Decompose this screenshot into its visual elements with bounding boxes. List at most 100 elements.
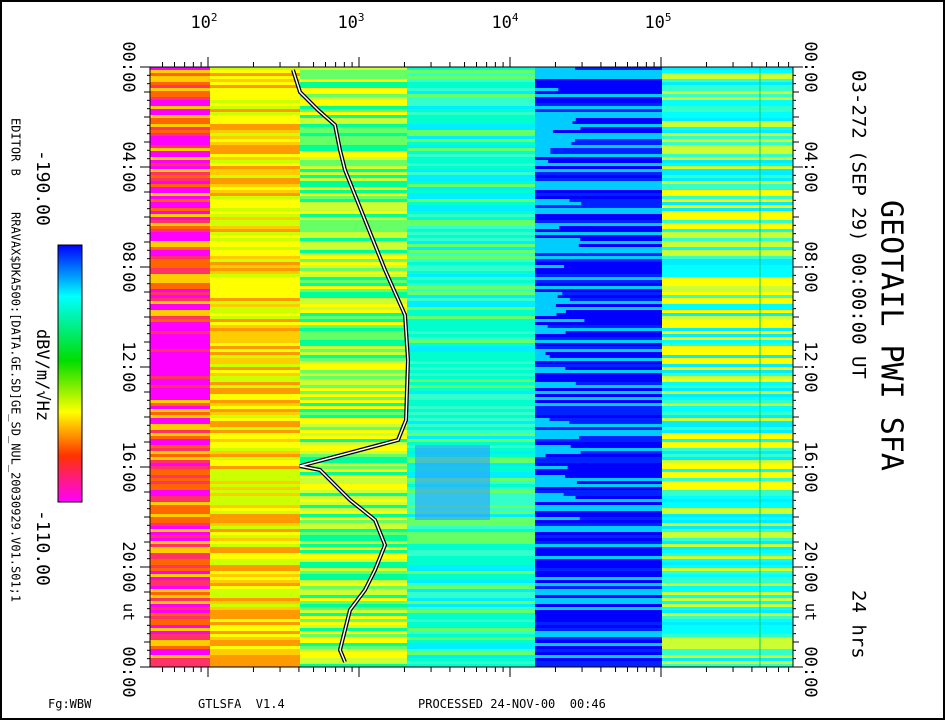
spectrogram-row [407, 184, 535, 187]
spectrogram-row [662, 163, 793, 166]
spectrogram-row [210, 286, 300, 289]
spectrogram-row [662, 448, 793, 451]
spectrogram-row [300, 592, 407, 595]
spectrogram-row [150, 301, 210, 304]
spectrogram-row [150, 232, 210, 235]
spectrogram-row [150, 415, 210, 418]
spectrogram-row [535, 628, 662, 631]
spectrogram-row [662, 196, 793, 199]
spectrogram-row [150, 586, 210, 589]
spectrogram-row [210, 79, 300, 82]
spectrogram-row [150, 382, 210, 385]
spectrogram-row [300, 91, 407, 94]
spectrogram-row [407, 310, 535, 313]
spectrogram-row [407, 625, 535, 628]
spectrogram-row [407, 580, 535, 583]
spectrogram-row [300, 652, 407, 655]
spectrogram-row [662, 388, 793, 391]
spectrogram-row [210, 106, 300, 109]
spectrogram-row [535, 319, 662, 322]
spectrogram-row [662, 631, 793, 634]
spectrogram-row [210, 508, 300, 511]
spectrogram-row [210, 196, 300, 199]
spectrogram-row [662, 139, 793, 142]
spectrogram-row [662, 619, 793, 622]
spectrogram-row [150, 490, 210, 493]
spectrogram-row [535, 559, 662, 562]
spectrogram-row [407, 151, 535, 154]
spectrogram-row [210, 613, 300, 616]
spectrogram-row [407, 403, 535, 406]
spectrogram-row [150, 610, 210, 613]
spectrogram-row [150, 448, 210, 451]
spectrogram-row [662, 109, 793, 112]
spectrogram-row [210, 163, 300, 166]
spectrogram-row [407, 217, 535, 220]
spectrogram-row [535, 190, 662, 193]
time-tick-label: 00:00 [118, 41, 138, 92]
spectrogram-row [300, 358, 407, 361]
spectrogram-row [407, 259, 535, 262]
spectrogram-row [210, 244, 300, 247]
time-tick-label: 00:00 [800, 646, 820, 697]
spectrogram-row [150, 655, 210, 658]
spectrogram-row [300, 331, 407, 334]
spectrogram-row [210, 139, 300, 142]
spectrogram-row [662, 574, 793, 577]
spectrogram-row [210, 301, 300, 304]
spectrogram-row [210, 205, 300, 208]
spectrogram-row [407, 256, 535, 259]
spectrogram-row [300, 70, 407, 73]
spectrogram-row [407, 157, 535, 160]
base: 10 [491, 13, 511, 33]
spectrogram-row [210, 367, 300, 370]
spectrogram-row [407, 589, 535, 592]
spectrogram-row [535, 661, 662, 664]
spectrogram-row [535, 250, 662, 253]
spectrogram-row [150, 109, 210, 112]
spectrogram-row [150, 370, 210, 373]
spectrogram-row [210, 472, 300, 475]
spectrogram-row [210, 316, 300, 319]
spectrogram-row [535, 310, 566, 313]
exponent: 5 [665, 11, 672, 24]
spectrogram-row [150, 325, 210, 328]
spectrogram-row [535, 484, 662, 487]
spectrogram-row [150, 256, 210, 259]
spectrogram-row [535, 421, 570, 424]
spectrogram-row [210, 118, 300, 121]
spectrogram-row [210, 478, 300, 481]
spectrogram-row [150, 529, 210, 532]
spectrogram-row [210, 655, 300, 658]
spectrogram-row [210, 424, 300, 427]
spectrogram-row [210, 169, 300, 172]
time-tick-label: 04:00 [800, 141, 820, 192]
spectrogram-row [535, 565, 662, 568]
spectrogram-row [210, 166, 300, 169]
spectrogram-row [662, 262, 793, 265]
spectrogram-row [407, 298, 535, 301]
spectrogram-row [407, 340, 535, 343]
spectrogram-row [300, 664, 407, 667]
spectrogram-row [150, 304, 210, 307]
spectrogram-row [300, 235, 407, 238]
spectrogram-row [535, 448, 547, 451]
spectrogram-row [535, 298, 662, 301]
spectrogram-row [535, 241, 662, 244]
time-tick-label: 16:00 [118, 441, 138, 492]
spectrogram-row [150, 121, 210, 124]
spectrogram-row [210, 535, 300, 538]
spectrogram-row [300, 334, 407, 337]
spectrogram-row [300, 340, 407, 343]
spectrogram-row [662, 208, 793, 211]
spectrogram-row [535, 460, 662, 463]
spectrogram-row [662, 418, 793, 421]
spectrogram-row [407, 361, 535, 364]
spectrogram-row [150, 634, 210, 637]
spectrogram-row [150, 340, 210, 343]
spectrogram-row [210, 337, 300, 340]
spectrogram-row [407, 223, 535, 226]
spectrogram-row [150, 85, 210, 88]
spectrogram-row [535, 601, 662, 604]
spectrogram-row [662, 91, 793, 94]
